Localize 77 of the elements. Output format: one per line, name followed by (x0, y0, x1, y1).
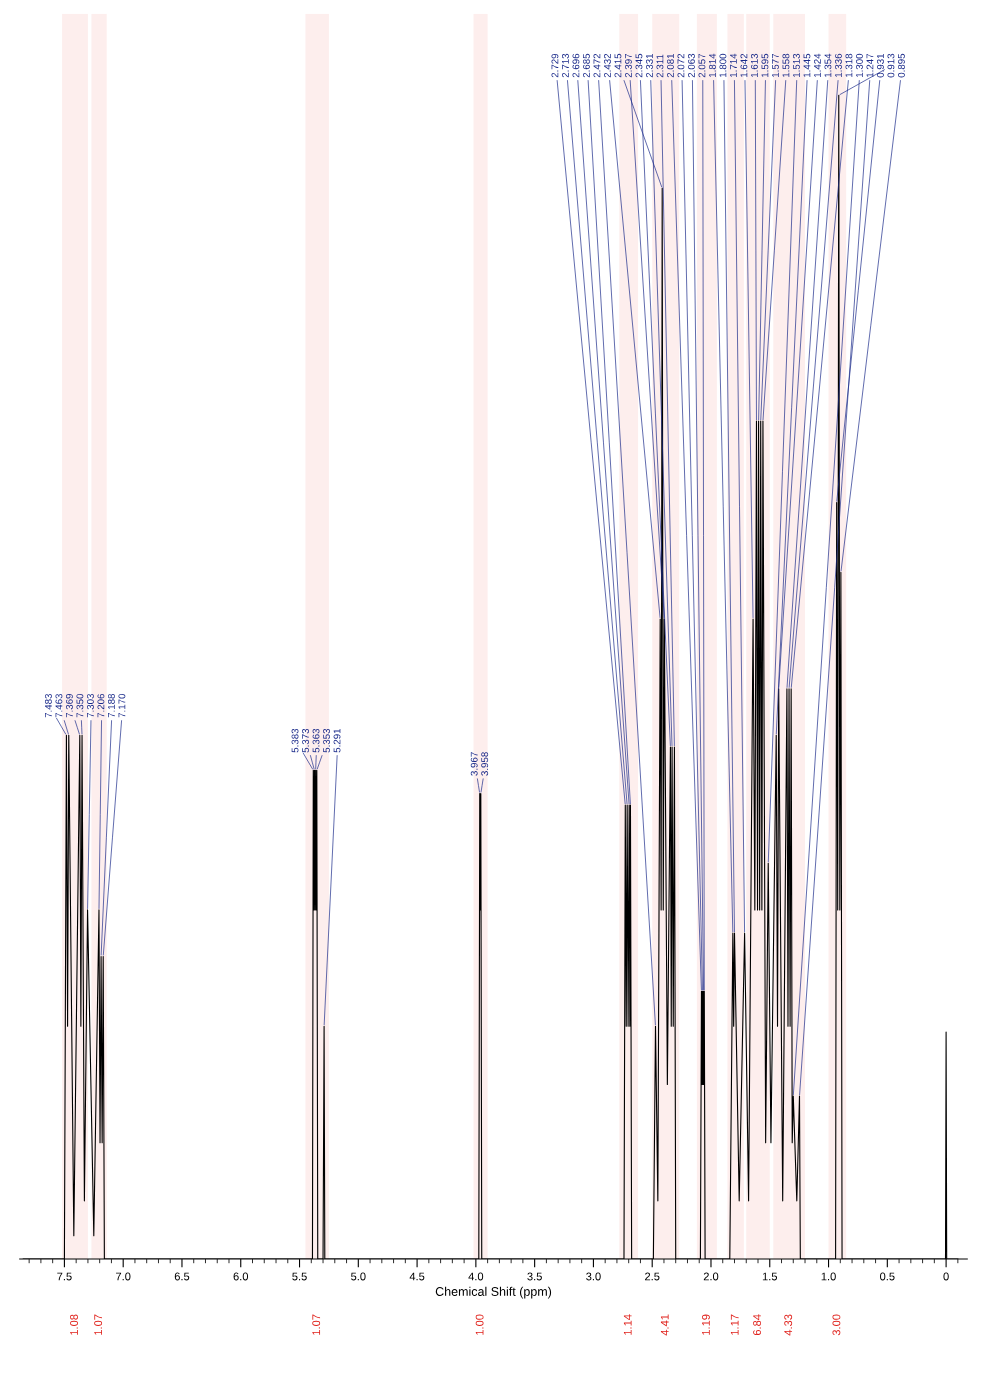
annotation: 2.081 (666, 53, 674, 78)
annotation: 1.814 (708, 53, 716, 78)
annotation: 1.336 (834, 53, 842, 78)
annotation: 2.729 (551, 53, 559, 78)
annotation: 1.714 (730, 53, 737, 78)
x-tick-label: 2.5 (645, 1272, 660, 1281)
annotation: 2.057 (698, 53, 706, 78)
annotation: 7.170 (118, 693, 126, 718)
annotation: 2.415 (614, 53, 622, 78)
annotation: 2.331 (645, 53, 653, 78)
annotation: 5.373 (302, 728, 309, 753)
band-label: 1.07 (94, 1314, 103, 1335)
band-label: 4.33 (784, 1314, 793, 1336)
annotation: 2.685 (582, 53, 590, 78)
annotation: 1.424 (813, 53, 821, 78)
band-label: 1.19 (701, 1314, 710, 1335)
annotation: 0.895 (897, 53, 905, 78)
annotation: 7.463 (55, 693, 63, 718)
annotation: 7.303 (86, 693, 94, 718)
x-axis-title: Chemical Shift (ppm) (435, 1286, 552, 1299)
annotation: 1.577 (772, 53, 779, 78)
annotation: 2.472 (593, 53, 601, 78)
annotation: 2.696 (572, 53, 580, 78)
annotation: 0.913 (887, 53, 895, 78)
annotation: 2.072 (677, 53, 685, 78)
band-label: 1.14 (623, 1314, 632, 1335)
x-tick-label: 4.0 (468, 1272, 484, 1281)
annotation: 1.354 (824, 53, 832, 78)
annotation: 7.350 (76, 693, 84, 718)
annotation: 1.318 (845, 53, 853, 78)
annotation: 7.483 (44, 693, 52, 718)
band-label: 1.00 (475, 1314, 484, 1335)
band-label: 3.00 (832, 1314, 841, 1336)
annotation: 1.800 (719, 53, 727, 78)
band-label: 1.08 (70, 1314, 78, 1335)
annotation: 5.383 (291, 728, 299, 753)
annotation: 2.397 (624, 53, 632, 78)
annotation: 1.513 (792, 53, 800, 78)
band-label: 6.84 (753, 1314, 761, 1336)
x-tick-label: 3.0 (586, 1272, 601, 1281)
band-label: 1.17 (730, 1314, 739, 1335)
x-tick-label: 1.5 (762, 1272, 778, 1281)
annotation: 2.345 (635, 53, 643, 78)
annotation: 3.958 (481, 752, 489, 776)
annotation: 1.613 (750, 53, 758, 78)
x-tick-label: 6.0 (233, 1272, 249, 1281)
annotation: 1.445 (803, 53, 811, 78)
annotation: 1.642 (740, 53, 748, 78)
annotation: 0.931 (876, 53, 884, 78)
x-tick-label: 5.5 (292, 1272, 307, 1281)
annotation: 3.967 (470, 752, 478, 776)
annotation: 1.595 (761, 53, 769, 78)
x-tick-label: 0 (943, 1272, 949, 1281)
x-tick-label: 2.0 (703, 1272, 719, 1281)
x-tick-label: 7.0 (116, 1272, 131, 1281)
annotation: 2.311 (656, 54, 664, 78)
annotation: 5.353 (323, 728, 330, 753)
band-label: 4.41 (660, 1314, 669, 1336)
x-tick-label: 1.0 (821, 1272, 836, 1281)
annotation: 1.247 (866, 53, 874, 78)
annotation: 5.363 (312, 728, 320, 753)
x-tick-label: 3.5 (527, 1272, 542, 1281)
annotation: 2.063 (687, 53, 695, 78)
x-tick-label: 7.5 (57, 1272, 72, 1281)
annotation: 1.558 (782, 53, 790, 78)
annotation: 7.369 (65, 694, 73, 718)
annotation: 1.300 (855, 53, 863, 78)
annotation: 2.432 (603, 53, 611, 78)
x-tick-label: 5.0 (351, 1272, 366, 1281)
annotation: 7.206 (97, 693, 105, 718)
annotation: 7.188 (107, 693, 115, 718)
x-tick-label: 0.5 (880, 1272, 895, 1281)
x-tick-label: 6.5 (174, 1272, 190, 1281)
x-tick-label: 4.5 (409, 1272, 425, 1281)
band-label: 1.07 (312, 1314, 321, 1335)
annotation: 2.713 (561, 53, 569, 78)
annotation: 5.291 (333, 728, 341, 753)
